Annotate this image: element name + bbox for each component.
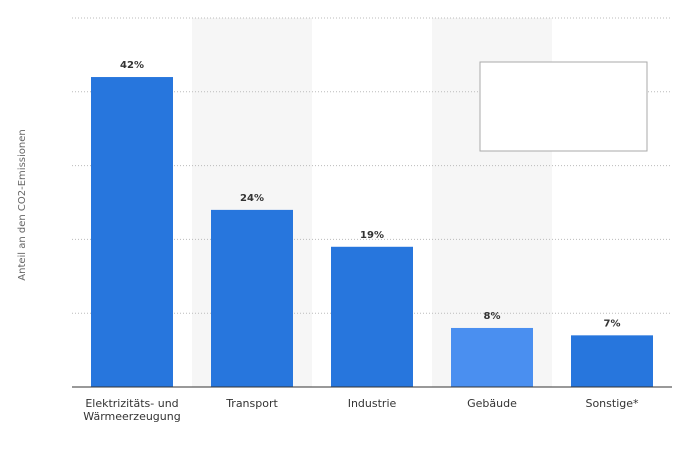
value-label: 42%	[120, 60, 144, 71]
value-label: 7%	[604, 318, 621, 329]
bar	[571, 335, 653, 387]
x-tick-label: Industrie	[347, 397, 397, 410]
value-label: 8%	[484, 311, 501, 322]
bar	[91, 77, 173, 387]
value-label: 19%	[360, 230, 384, 241]
bar	[451, 327, 533, 387]
x-tick-label: Transport	[226, 397, 278, 410]
bar	[331, 246, 413, 387]
legend-box	[479, 61, 648, 152]
x-tick-label: Sonstige*	[585, 397, 639, 410]
x-tick-label: Gebäude	[467, 397, 517, 410]
y-axis-label: Anteil an den CO2-Emissionen	[17, 129, 28, 280]
x-tick-label: Elektrizitäts- und Wärmeerzeugung	[83, 397, 181, 423]
value-label: 24%	[240, 193, 264, 204]
bar	[211, 209, 293, 387]
